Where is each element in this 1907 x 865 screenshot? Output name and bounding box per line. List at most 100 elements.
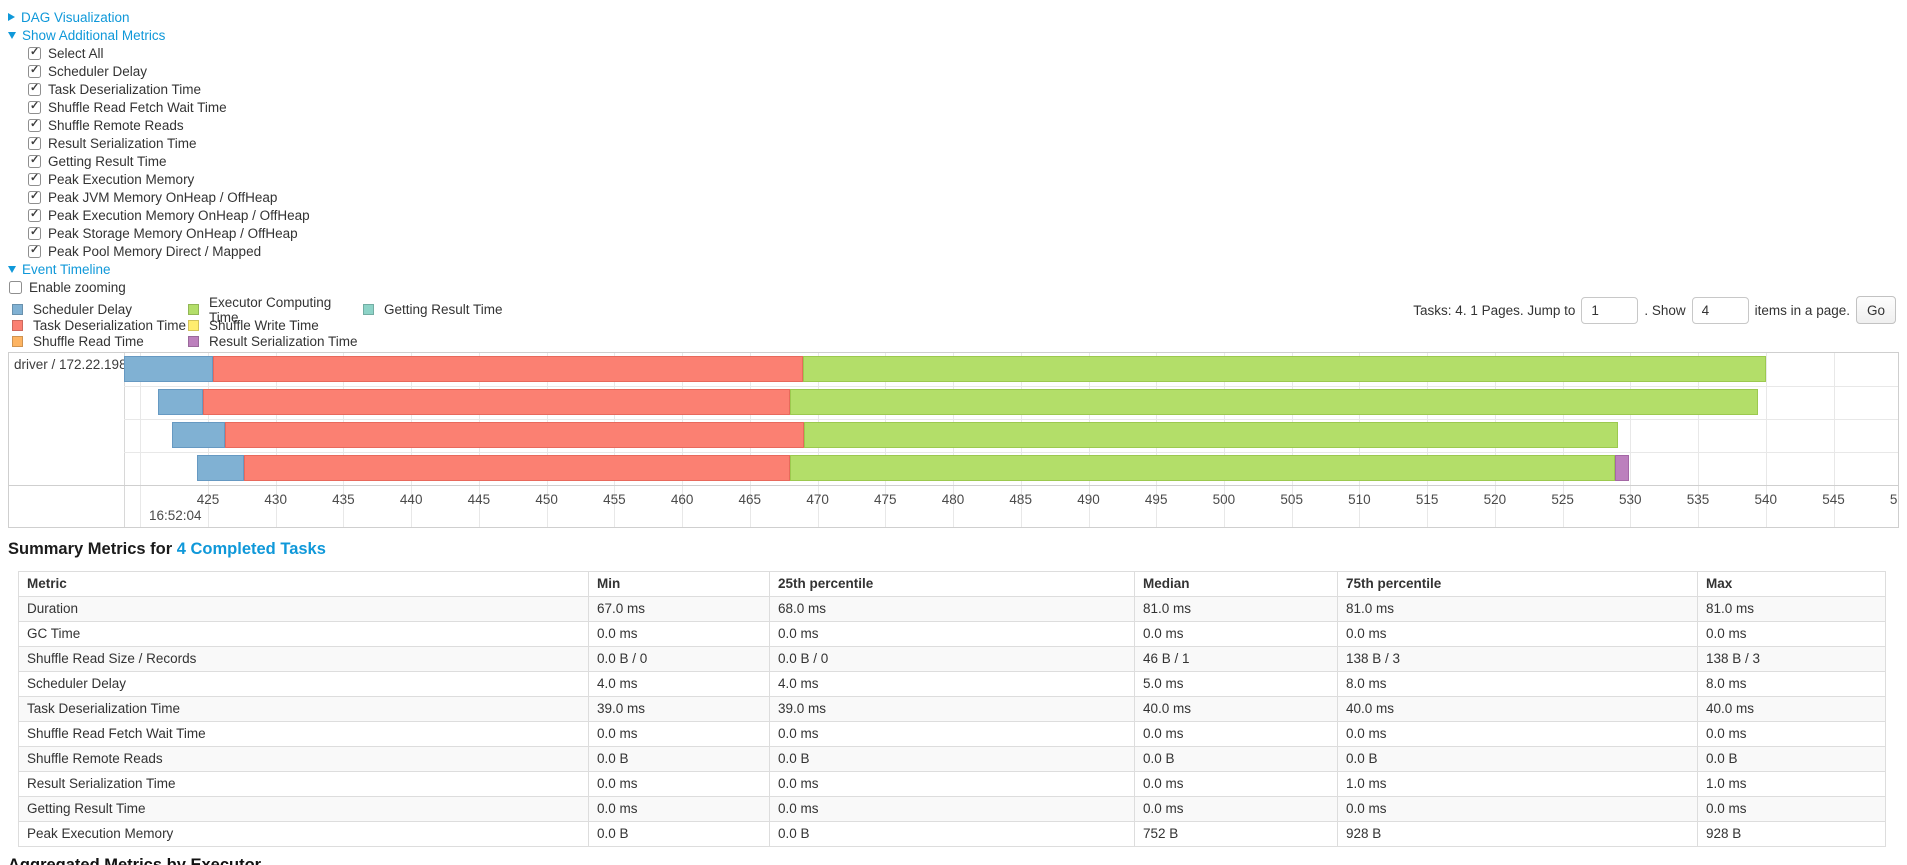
- legend-item: Result Serialization Time: [188, 334, 363, 349]
- timeline-task-segment-executor-computing[interactable]: [804, 422, 1619, 448]
- timeline-task-segment-task-deserialization[interactable]: [213, 356, 804, 382]
- metric-checkbox-row[interactable]: Shuffle Read Fetch Wait Time: [28, 98, 310, 116]
- timeline-task-segment-scheduler-delay[interactable]: [197, 455, 244, 481]
- legend-item-label: Shuffle Read Time: [33, 334, 144, 349]
- show-additional-metrics-toggle[interactable]: Show Additional Metrics: [8, 26, 310, 44]
- metric-checkbox-row[interactable]: Peak Storage Memory OnHeap / OffHeap: [28, 224, 310, 242]
- legend-item: Task Deserialization Time: [12, 318, 188, 333]
- page-size-input[interactable]: [1691, 296, 1749, 324]
- axis-tick-label: 465: [738, 492, 762, 507]
- metric-checkbox-row[interactable]: Peak Pool Memory Direct / Mapped: [28, 242, 310, 260]
- metric-value-cell: 1.0 ms: [1337, 771, 1698, 797]
- metric-checkbox[interactable]: [28, 81, 41, 96]
- metric-checkbox[interactable]: [28, 135, 41, 150]
- metric-checkbox-row[interactable]: Result Serialization Time: [28, 134, 310, 152]
- legend-swatch-icon: [12, 336, 23, 347]
- metric-value-cell: 0.0 B / 0: [769, 646, 1135, 672]
- event-timeline-toggle[interactable]: Event Timeline: [8, 260, 310, 278]
- legend-item-label: Result Serialization Time: [209, 334, 358, 349]
- metric-checkbox-row[interactable]: Peak Execution Memory OnHeap / OffHeap: [28, 206, 310, 224]
- timeline-legend: Scheduler Delay Task Deserialization Time…: [12, 295, 503, 349]
- metric-value-cell: 8.0 ms: [1697, 671, 1886, 697]
- metric-value-cell: 0.0 B: [588, 821, 770, 847]
- axis-tick-label: 440: [399, 492, 423, 507]
- metric-value-cell: 0.0 ms: [588, 796, 770, 822]
- metric-checkbox-label: Result Serialization Time: [48, 135, 197, 151]
- metric-checkbox-row[interactable]: Peak Execution Memory: [28, 170, 310, 188]
- metric-value-cell: 39.0 ms: [769, 696, 1135, 722]
- legend-swatch-icon: [188, 304, 199, 315]
- enable-zooming-checkbox-row[interactable]: Enable zooming: [9, 278, 310, 296]
- metric-value-cell: 0.0 ms: [1337, 621, 1698, 647]
- metric-value-cell: 0.0 ms: [588, 621, 770, 647]
- divider: [124, 353, 125, 527]
- timeline-group-label: driver / 172.22.198.104: [14, 357, 153, 372]
- metric-checkbox[interactable]: [28, 99, 41, 114]
- timeline-task-segment-task-deserialization[interactable]: [225, 422, 805, 448]
- metric-checkbox-row[interactable]: Select All: [28, 44, 310, 62]
- gridline: [1765, 353, 1767, 527]
- metric-checkbox-label: Shuffle Remote Reads: [48, 117, 184, 133]
- caret-down-icon: [8, 265, 16, 273]
- metric-checkbox[interactable]: [28, 63, 41, 78]
- timeline-task-segment-executor-computing[interactable]: [803, 356, 1766, 382]
- timeline-task-segment-executor-computing[interactable]: [790, 389, 1758, 415]
- metric-name-cell: Scheduler Delay: [18, 671, 589, 697]
- completed-tasks-link[interactable]: 4 Completed Tasks: [176, 540, 326, 558]
- column-header: 75th percentile: [1337, 571, 1698, 597]
- metric-checkbox[interactable]: [28, 243, 41, 258]
- jump-to-page-input[interactable]: [1581, 296, 1639, 324]
- metric-checkbox[interactable]: [28, 207, 41, 222]
- event-timeline-link[interactable]: Event Timeline: [22, 261, 111, 277]
- metric-checkbox[interactable]: [28, 153, 41, 168]
- axis-tick-label: 520: [1483, 492, 1507, 507]
- table-row: Getting Result Time 0.0 ms 0.0 ms 0.0 ms 0.0…: [18, 796, 1886, 822]
- caret-right-icon: [8, 13, 15, 21]
- legend-item-label: Task Deserialization Time: [33, 318, 187, 333]
- summary-metrics-title: Summary Metrics for 4 Completed Tasks: [8, 540, 326, 559]
- show-additional-metrics-link[interactable]: Show Additional Metrics: [22, 27, 166, 43]
- timeline-task-segment-task-deserialization[interactable]: [203, 389, 791, 415]
- legend-item-label: Getting Result Time: [384, 302, 503, 317]
- table-row: Result Serialization Time 0.0 ms 0.0 ms 0.0…: [18, 771, 1886, 797]
- legend-item-label: Executor Computing Time: [209, 294, 332, 325]
- metric-checkbox-label: Scheduler Delay: [48, 63, 148, 79]
- metric-checkbox-label: Peak Execution Memory: [48, 171, 195, 187]
- dag-visualization-link[interactable]: DAG Visualization: [21, 9, 130, 25]
- event-timeline-chart: driver / 172.22.198.104 425 430 435 440 445 4…: [8, 352, 1899, 528]
- metric-checkbox[interactable]: [28, 171, 41, 186]
- metric-checkbox-row[interactable]: Task Deserialization Time: [28, 80, 310, 98]
- metric-checkbox-label: Shuffle Read Fetch Wait Time: [48, 99, 227, 115]
- metric-checkbox-row[interactable]: Peak JVM Memory OnHeap / OffHeap: [28, 188, 310, 206]
- axis-tick-label: 550: [1889, 492, 1898, 507]
- metric-checkbox-row[interactable]: Scheduler Delay: [28, 62, 310, 80]
- metric-checkbox[interactable]: [28, 225, 41, 240]
- timeline-task-segment-scheduler-delay[interactable]: [158, 389, 203, 415]
- legend-item: Scheduler Delay: [12, 302, 188, 317]
- metric-checkbox-label: Peak Pool Memory Direct / Mapped: [48, 243, 262, 259]
- axis-tick-label: 430: [264, 492, 287, 507]
- metric-checkbox[interactable]: [28, 117, 41, 132]
- metric-name-cell: GC Time: [18, 621, 589, 647]
- enable-zooming-checkbox[interactable]: [9, 280, 22, 294]
- metric-checkbox-row[interactable]: Shuffle Remote Reads: [28, 116, 310, 134]
- metric-value-cell: 0.0 ms: [1697, 721, 1886, 747]
- dag-visualization-toggle[interactable]: DAG Visualization: [8, 8, 310, 26]
- go-button[interactable]: Go: [1855, 296, 1896, 324]
- metric-checkbox-row[interactable]: Getting Result Time: [28, 152, 310, 170]
- timeline-task-segment-task-deserialization[interactable]: [244, 455, 790, 481]
- metric-value-cell: 81.0 ms: [1134, 596, 1338, 622]
- metric-checkbox[interactable]: [28, 189, 41, 204]
- legend-item: Shuffle Read Time: [12, 334, 188, 349]
- timeline-task-segment-executor-computing[interactable]: [790, 455, 1616, 481]
- task-pagination: Tasks: 4. 1 Pages. Jump to . Show items …: [1413, 294, 1896, 326]
- metric-checkbox[interactable]: [28, 45, 41, 60]
- timeline-task-segment-result-serialization[interactable]: [1615, 455, 1629, 481]
- metric-value-cell: 0.0 ms: [1697, 796, 1886, 822]
- metric-value-cell: 0.0 ms: [588, 771, 770, 797]
- timeline-task-segment-scheduler-delay[interactable]: [124, 356, 213, 382]
- timeline-task-segment-scheduler-delay[interactable]: [172, 422, 226, 448]
- metric-value-cell: 0.0 B: [1697, 746, 1886, 772]
- legend-swatch-icon: [12, 320, 23, 331]
- axis-major-label: 16:52:04: [149, 508, 202, 523]
